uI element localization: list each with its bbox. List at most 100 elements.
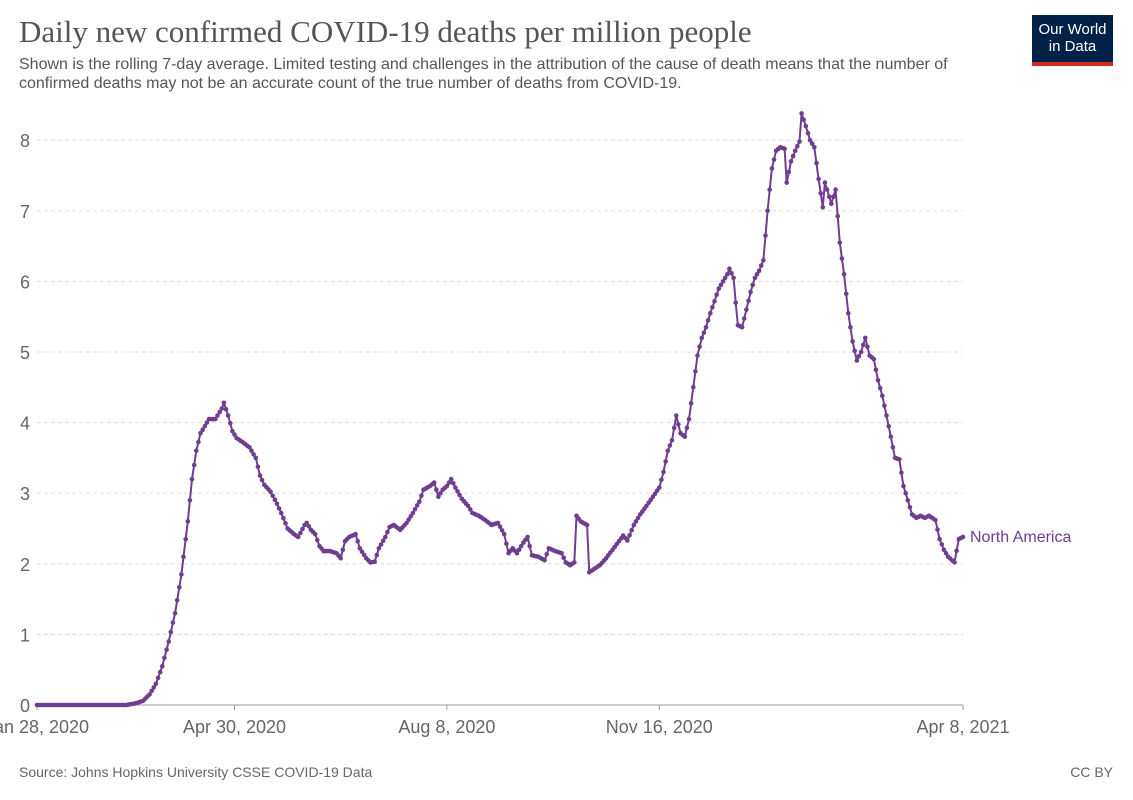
- data-point: [720, 279, 726, 284]
- data-point: [298, 530, 303, 536]
- data-point: [149, 688, 154, 694]
- data-point: [803, 123, 809, 129]
- data-point: [763, 233, 768, 238]
- data-point: [822, 180, 828, 185]
- data-point: [697, 344, 702, 350]
- data-point: [739, 325, 745, 330]
- data-point: [797, 139, 802, 144]
- data-point: [385, 529, 390, 535]
- data-point: [886, 423, 891, 429]
- data-point: [542, 558, 547, 563]
- data-point: [259, 477, 265, 483]
- data-point: [686, 416, 692, 422]
- data-point: [213, 416, 218, 422]
- data-point: [854, 358, 860, 363]
- license-label[interactable]: CC BY: [1070, 764, 1113, 780]
- data-point: [699, 335, 705, 341]
- data-point: [786, 169, 792, 175]
- data-point: [172, 610, 178, 616]
- data-point: [221, 400, 227, 406]
- data-point: [357, 546, 363, 551]
- y-tick-label: 0: [20, 696, 30, 716]
- data-point: [631, 522, 637, 528]
- data-point: [846, 310, 851, 316]
- data-point: [147, 692, 152, 697]
- data-point: [873, 367, 879, 373]
- data-point: [504, 541, 509, 546]
- data-point: [788, 159, 794, 164]
- data-point: [374, 552, 380, 558]
- data-point: [661, 469, 666, 475]
- data-point: [247, 445, 252, 450]
- data-point: [215, 413, 220, 418]
- data-point: [431, 480, 437, 485]
- source-note[interactable]: Source: Johns Hopkins University CSSE CO…: [19, 764, 373, 780]
- data-point: [871, 356, 877, 362]
- data-point: [270, 493, 276, 499]
- data-point: [204, 420, 210, 425]
- y-tick-label: 3: [20, 484, 30, 504]
- data-point: [667, 443, 673, 448]
- data-point: [756, 268, 762, 274]
- data-point: [939, 542, 945, 547]
- data-point: [860, 342, 866, 348]
- y-tick-label: 6: [20, 272, 30, 292]
- data-point: [790, 153, 796, 159]
- data-point: [727, 266, 732, 272]
- data-point: [228, 421, 233, 426]
- chart-subtitle: Shown is the rolling 7-day average. Limi…: [19, 56, 948, 92]
- chart-title: Daily new confirmed COVID-19 deaths per …: [19, 14, 752, 49]
- data-point: [340, 547, 346, 552]
- data-point: [499, 528, 505, 533]
- data-point: [807, 137, 813, 143]
- data-point: [843, 291, 849, 297]
- data-point: [691, 385, 696, 390]
- data-point: [841, 272, 847, 277]
- data-point: [888, 434, 894, 440]
- data-point: [281, 515, 286, 521]
- owid-logo[interactable]: Our World in Data: [1032, 15, 1113, 66]
- data-point: [453, 485, 458, 490]
- data-point: [383, 534, 388, 540]
- data-point: [359, 549, 365, 554]
- data-point: [903, 490, 908, 496]
- data-point: [952, 560, 957, 565]
- data-point: [703, 325, 709, 330]
- data-point: [408, 514, 414, 519]
- data-point: [417, 499, 422, 505]
- data-point: [518, 543, 524, 549]
- data-point: [451, 481, 456, 486]
- data-point: [300, 526, 305, 532]
- data-point: [831, 194, 836, 199]
- data-point: [816, 176, 821, 182]
- data-point: [716, 286, 722, 291]
- data-point: [559, 550, 564, 556]
- data-point: [276, 506, 282, 511]
- data-point: [194, 448, 199, 454]
- data-point: [457, 492, 462, 498]
- data-point: [446, 480, 452, 485]
- data-point: [701, 330, 707, 335]
- data-point: [839, 256, 845, 261]
- data-point: [884, 413, 889, 418]
- data-point: [179, 572, 184, 577]
- data-point: [752, 275, 758, 281]
- data-point: [355, 538, 361, 544]
- data-point: [731, 275, 736, 281]
- data-point: [168, 629, 174, 635]
- data-point: [941, 547, 947, 552]
- data-point: [414, 503, 420, 508]
- y-tick-label: 1: [20, 625, 30, 645]
- data-point: [750, 282, 755, 288]
- data-point: [174, 598, 180, 603]
- data-point: [748, 289, 753, 295]
- data-point: [361, 552, 367, 558]
- data-point: [274, 501, 280, 507]
- data-point: [856, 353, 862, 359]
- data-point: [708, 310, 713, 316]
- data-point: [746, 298, 751, 304]
- data-point: [761, 257, 766, 263]
- data-point: [897, 457, 902, 462]
- data-point: [627, 533, 632, 538]
